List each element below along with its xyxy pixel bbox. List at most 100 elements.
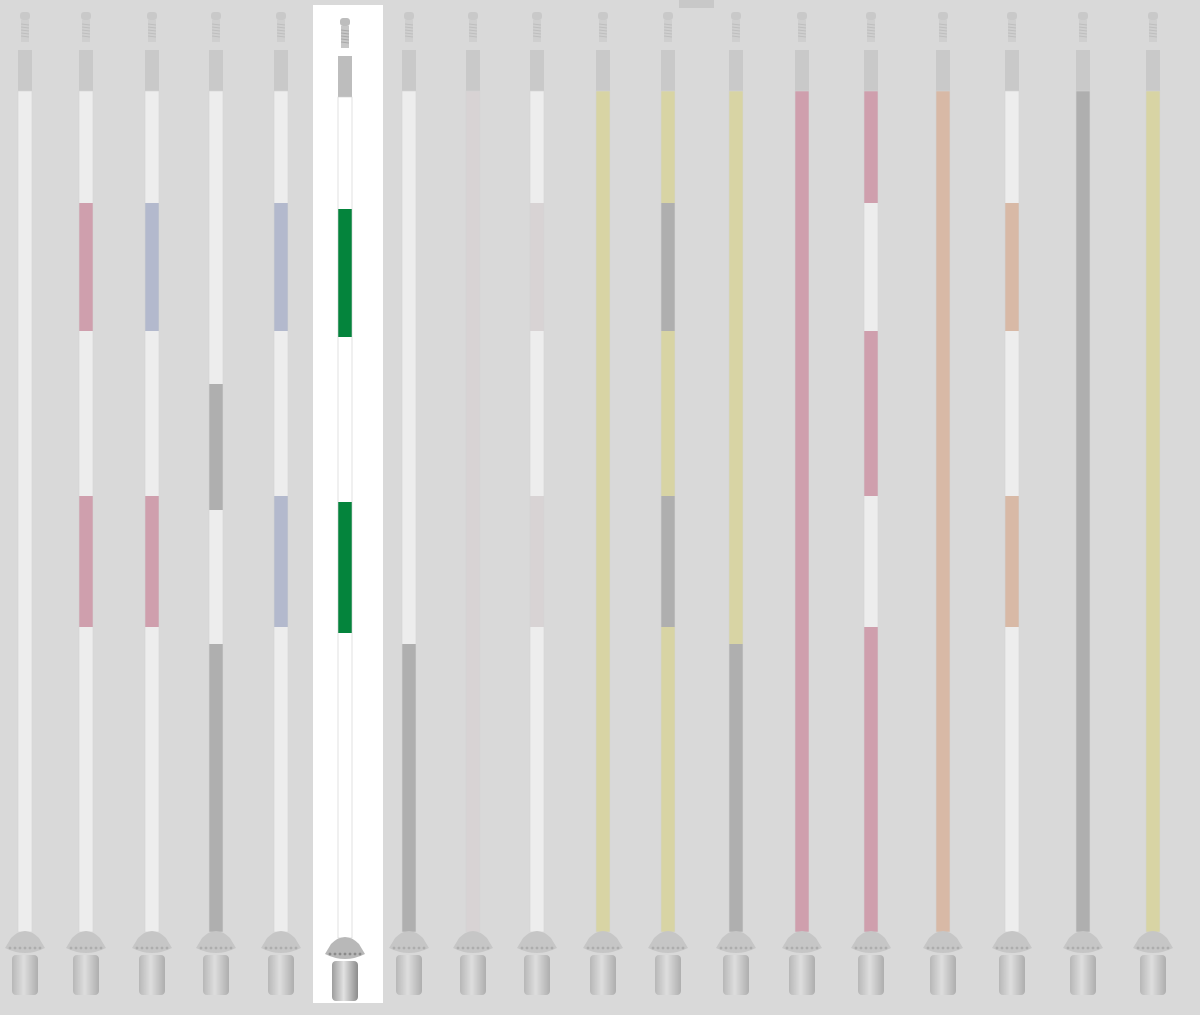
- pole-shaft: [863, 90, 879, 933]
- pole-band: [729, 644, 743, 932]
- pole-shaft: [465, 90, 481, 933]
- pole-base-icon: [389, 931, 429, 995]
- pole-cap-icon: [596, 12, 610, 91]
- pole-graphic: [325, 18, 365, 1001]
- pole-band: [1005, 496, 1019, 627]
- pole-orange[interactable]: [908, 0, 978, 1010]
- pole-shaft: [208, 90, 224, 933]
- pole-band: [338, 502, 352, 633]
- pole-graphic: [992, 12, 1032, 995]
- pole-band: [795, 91, 809, 932]
- pole-base-icon: [716, 931, 756, 995]
- pole-shaft: [273, 90, 289, 933]
- pole-graphic: [453, 12, 493, 995]
- pole-graphic: [782, 12, 822, 995]
- pole-shaft: [1004, 90, 1020, 933]
- pole-green-white-banded[interactable]: [313, 5, 383, 1003]
- pole-cap-icon: [466, 12, 480, 91]
- pole-band: [209, 384, 223, 510]
- pole-cap-icon: [402, 12, 416, 91]
- pole-cap-icon: [1005, 12, 1019, 91]
- pole-base-icon: [66, 931, 106, 995]
- pole-shaft: [660, 90, 676, 933]
- pole-band: [864, 496, 878, 627]
- top-scroll-tab[interactable]: [679, 0, 714, 8]
- pole-graphic: [583, 12, 623, 995]
- pole-white-gray-bottom[interactable]: [374, 0, 444, 1010]
- pole-yellow[interactable]: [568, 0, 638, 1010]
- pole-cap-icon: [274, 12, 288, 91]
- pole-band: [661, 496, 675, 627]
- pole-base-icon: [261, 931, 301, 995]
- pole-yellow-light[interactable]: [1118, 0, 1188, 1010]
- pole-cap-icon: [209, 12, 223, 91]
- pole-blue-pink-banded[interactable]: [117, 0, 187, 1010]
- pole-cap-icon: [661, 12, 675, 91]
- pole-shaft: [595, 90, 611, 933]
- pole-gray-white-banded[interactable]: [181, 0, 251, 1010]
- pole-cap-icon: [79, 12, 93, 91]
- pole-graphic: [261, 12, 301, 995]
- pole-base-icon: [648, 931, 688, 995]
- pole-gray[interactable]: [1048, 0, 1118, 1010]
- pole-base-icon: [1063, 931, 1103, 995]
- pole-base-icon: [517, 931, 557, 995]
- pole-shaft: [1075, 90, 1091, 933]
- pole-cap-icon: [18, 12, 32, 91]
- pole-graphic: [132, 12, 172, 995]
- pole-graphic: [66, 12, 106, 995]
- pole-cap-icon: [936, 12, 950, 91]
- pole-white[interactable]: [0, 0, 60, 1010]
- pole-pink-white-alternating[interactable]: [836, 0, 906, 1010]
- pole-orange-white-banded[interactable]: [977, 0, 1047, 1010]
- pole-blue-white-banded[interactable]: [246, 0, 316, 1010]
- pole-band: [402, 644, 416, 932]
- pole-graphic: [1063, 12, 1103, 995]
- pole-graphic: [648, 12, 688, 995]
- pole-band: [79, 496, 93, 627]
- pole-band: [402, 91, 416, 644]
- pole-cap-icon: [1146, 12, 1160, 91]
- pole-graphic: [1133, 12, 1173, 995]
- pole-base-icon: [583, 931, 623, 995]
- pole-cap-icon: [795, 12, 809, 91]
- pole-shaft: [17, 90, 33, 933]
- pole-pink-white-banded[interactable]: [51, 0, 121, 1010]
- pole-base-icon: [923, 931, 963, 995]
- pole-band: [209, 644, 223, 932]
- pole-band: [145, 496, 159, 627]
- pole-pink[interactable]: [767, 0, 837, 1010]
- pole-base-icon: [1133, 931, 1173, 995]
- pole-band: [661, 203, 675, 331]
- pole-yellow-gray-bottom[interactable]: [701, 0, 771, 1010]
- pole-cap-icon: [729, 12, 743, 91]
- pole-band: [274, 496, 288, 627]
- pole-band: [596, 91, 610, 932]
- pole-band: [864, 203, 878, 331]
- pole-rose-white-banded[interactable]: [502, 0, 572, 1010]
- pole-shaft: [728, 90, 744, 933]
- pole-band: [274, 203, 288, 331]
- pole-shaft: [794, 90, 810, 933]
- pole-band: [338, 209, 352, 337]
- pole-rose[interactable]: [438, 0, 508, 1010]
- pole-band: [729, 91, 743, 644]
- pole-yellow-gray-banded[interactable]: [633, 0, 703, 1010]
- pole-shaft: [401, 90, 417, 933]
- pole-shaft: [78, 90, 94, 933]
- pole-shaft: [529, 90, 545, 933]
- pole-band: [1146, 91, 1160, 932]
- pole-base-icon: [5, 931, 45, 995]
- pole-shaft: [935, 90, 951, 933]
- pole-cap-icon: [145, 12, 159, 91]
- pole-base-icon: [196, 931, 236, 995]
- pole-band: [530, 496, 544, 627]
- pole-graphic: [196, 12, 236, 995]
- pole-base-icon: [782, 931, 822, 995]
- pole-shaft: [144, 90, 160, 933]
- pole-base-icon: [992, 931, 1032, 995]
- pole-graphic: [5, 12, 45, 995]
- pole-cap-icon: [530, 12, 544, 91]
- pole-base-icon: [325, 937, 365, 1001]
